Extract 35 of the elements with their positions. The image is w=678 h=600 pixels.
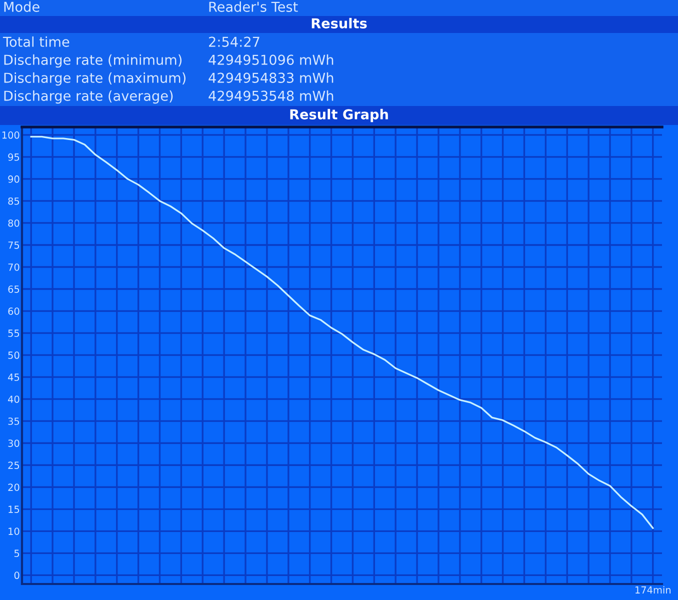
text: Mode bbox=[4, 1, 40, 12]
y-tick-label: 10 bbox=[8, 528, 20, 535]
y-tick-label: 95 bbox=[8, 153, 20, 161]
y-tick-label: 85 bbox=[8, 197, 20, 205]
y-tick-label: 55 bbox=[8, 330, 20, 337]
y-tick-label: 15 bbox=[8, 506, 20, 513]
y-tick-label: 40 bbox=[8, 396, 20, 403]
y-tick-label: 75 bbox=[8, 242, 20, 249]
y-tick-label: 80 bbox=[8, 219, 20, 227]
y-tick-label: 60 bbox=[8, 308, 20, 315]
chart-title: Result Graph bbox=[290, 108, 388, 122]
y-tick-label: 25 bbox=[8, 462, 20, 469]
y-tick-label: 45 bbox=[8, 374, 20, 381]
text: Discharge rate (average) bbox=[4, 90, 173, 104]
y-tick-label: 35 bbox=[8, 418, 20, 425]
y-tick-label: 5 bbox=[14, 550, 20, 558]
text: Total time bbox=[2, 36, 70, 47]
y-tick-label: 90 bbox=[8, 175, 20, 183]
text: 4294951096 mWh bbox=[208, 54, 334, 65]
text: Discharge rate (minimum) bbox=[4, 54, 182, 68]
y-tick-label: 50 bbox=[8, 352, 20, 359]
text: Reader's Test bbox=[209, 1, 298, 12]
text: 4294954833 mWh bbox=[208, 72, 334, 83]
chart-subtitle: Results bbox=[312, 18, 367, 28]
y-tick-label: 0 bbox=[14, 572, 20, 580]
x-tick-label: 174min bbox=[636, 586, 671, 594]
text: 2:54:27 bbox=[208, 36, 260, 47]
y-tick-label: 20 bbox=[8, 484, 20, 491]
line-series bbox=[30, 136, 654, 529]
text: 4294953548 mWh bbox=[208, 90, 334, 101]
text: Discharge rate (maximum) bbox=[4, 72, 186, 86]
y-tick-label: 65 bbox=[8, 285, 20, 293]
y-tick-label: 30 bbox=[8, 440, 20, 447]
y-tick-label: 100 bbox=[2, 131, 20, 139]
y-tick-label: 70 bbox=[8, 263, 20, 271]
